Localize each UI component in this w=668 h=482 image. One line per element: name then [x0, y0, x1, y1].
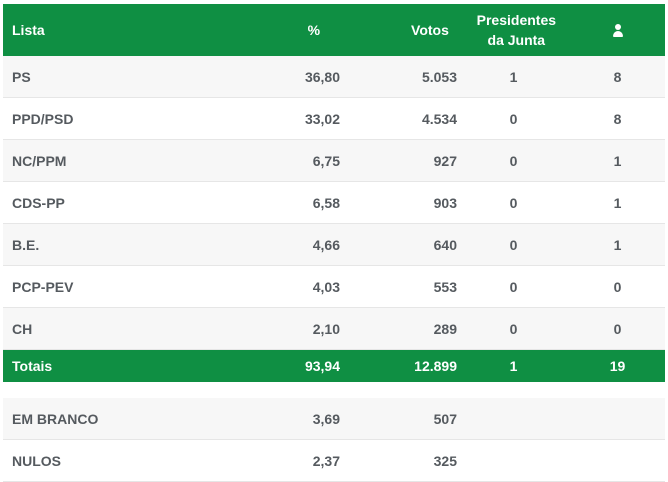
- table-row: B.E. 4,66 640 0 1: [3, 224, 665, 266]
- cell-presidentes: 0: [509, 278, 518, 295]
- cell-lista: NULOS: [12, 452, 61, 469]
- cell-presidentes: 0: [509, 194, 518, 211]
- cell-votos: 289: [433, 320, 457, 337]
- cell-lista: PS: [12, 68, 31, 85]
- totals-label: Totais: [12, 358, 53, 374]
- cell-presidentes: 0: [509, 320, 518, 337]
- cell-percent: 2,10: [312, 320, 340, 337]
- table-row: PS 36,80 5.053 1 8: [3, 56, 665, 98]
- cell-votos: 553: [433, 278, 457, 295]
- header-presidentes-line2: da Junta: [487, 32, 546, 48]
- cell-presidentes: 0: [509, 152, 518, 169]
- table-row: NC/PPM 6,75 927 0 1: [3, 140, 665, 182]
- totals-row: Totais 93,94 12.899 1 19: [3, 350, 665, 382]
- cell-mandatos: 1: [613, 194, 622, 211]
- table-row: PPD/PSD 33,02 4.534 0 8: [3, 98, 665, 140]
- cell-presidentes: 0: [509, 236, 518, 253]
- cell-percent: 2,37: [312, 452, 340, 469]
- table-row: PCP-PEV 4,03 553 0 0: [3, 266, 665, 308]
- cell-votos: 927: [433, 152, 457, 169]
- cell-votos: 640: [433, 236, 457, 253]
- cell-lista: B.E.: [12, 236, 40, 253]
- table-row: CH 2,10 289 0 0: [3, 308, 665, 350]
- totals-percent: 93,94: [304, 358, 340, 374]
- header-percent: %: [307, 22, 321, 38]
- cell-lista: EM BRANCO: [12, 410, 99, 427]
- table-row: EM BRANCO 3,69 507: [3, 398, 665, 440]
- cell-mandatos: 0: [613, 320, 622, 337]
- cell-percent: 6,75: [312, 152, 340, 169]
- cell-lista: NC/PPM: [12, 152, 67, 169]
- cell-percent: 4,03: [312, 278, 340, 295]
- table-row: CDS-PP 6,58 903 0 1: [3, 182, 665, 224]
- cell-percent: 36,80: [304, 68, 340, 85]
- table-spacer: [3, 382, 665, 398]
- header-mandatos: [572, 22, 665, 38]
- cell-percent: 33,02: [304, 110, 340, 127]
- header-presidentes-line1: Presidentes: [476, 12, 557, 28]
- totals-mandatos: 19: [609, 358, 626, 374]
- header-votos: Votos: [411, 22, 449, 38]
- cell-votos: 5.053: [421, 68, 457, 85]
- cell-votos: 903: [433, 194, 457, 211]
- cell-mandatos: 8: [613, 110, 622, 127]
- cell-presidentes: 1: [509, 68, 518, 85]
- cell-votos: 507: [433, 410, 457, 427]
- table-header: Lista % Votos Presidentes da Junta: [3, 4, 665, 56]
- cell-votos: 325: [433, 452, 457, 469]
- person-icon: [611, 24, 625, 38]
- cell-percent: 3,69: [312, 410, 340, 427]
- results-table: Lista % Votos Presidentes da Junta PS 36…: [3, 4, 665, 482]
- cell-lista: CH: [12, 320, 33, 337]
- cell-lista: PCP-PEV: [12, 278, 74, 295]
- header-presidentes: Presidentes da Junta: [461, 10, 572, 50]
- cell-lista: CDS-PP: [12, 194, 65, 211]
- cell-mandatos: 0: [613, 278, 622, 295]
- cell-lista: PPD/PSD: [12, 110, 74, 127]
- totals-votos: 12.899: [414, 358, 457, 374]
- cell-presidentes: 0: [509, 110, 518, 127]
- cell-votos: 4.534: [421, 110, 457, 127]
- header-lista: Lista: [12, 22, 45, 38]
- totals-presidentes: 1: [509, 358, 518, 374]
- cell-mandatos: 8: [613, 68, 622, 85]
- cell-percent: 4,66: [312, 236, 340, 253]
- cell-mandatos: 1: [613, 236, 622, 253]
- cell-percent: 6,58: [312, 194, 340, 211]
- cell-mandatos: 1: [613, 152, 622, 169]
